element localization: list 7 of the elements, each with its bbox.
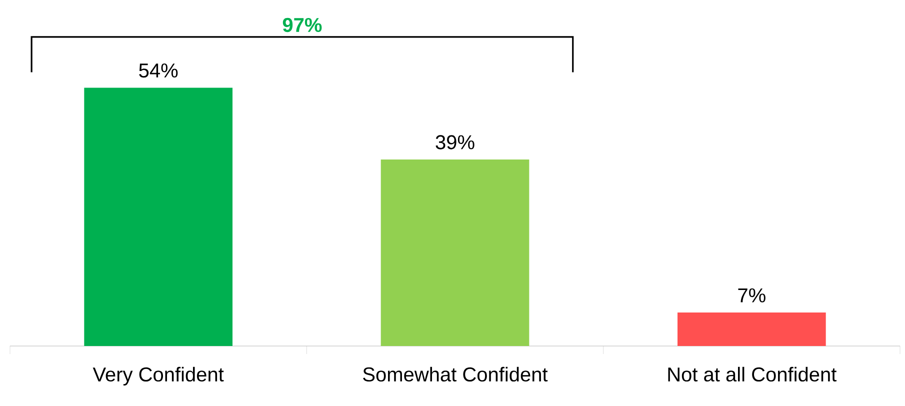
text: 97% (282, 18, 322, 32)
x-tick-label: Not at all Confident (668, 366, 837, 382)
x-tick-label: Very Confident (92, 366, 224, 386)
data-label: 54% (139, 64, 178, 78)
data-label: 7% (738, 288, 766, 302)
x-tick-label: Somewhat Confident (363, 366, 548, 382)
data-label: 39% (436, 135, 474, 150)
